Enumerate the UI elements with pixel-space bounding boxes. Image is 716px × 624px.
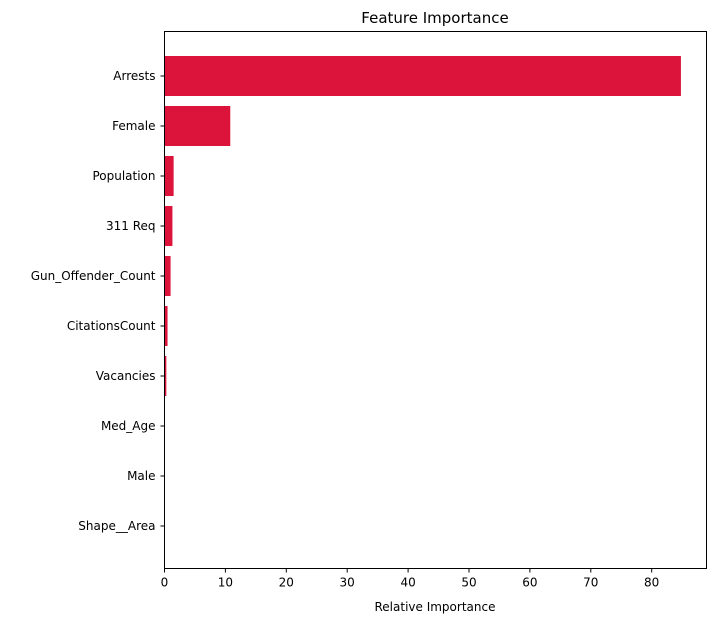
x-tick-label: 60 bbox=[522, 576, 537, 590]
y-tick-label: Med_Age bbox=[101, 419, 156, 433]
plot-frame bbox=[164, 31, 707, 569]
y-tick-label: Vacancies bbox=[96, 369, 156, 383]
bar-female bbox=[164, 106, 231, 146]
y-tick-label: Arrests bbox=[113, 69, 155, 83]
y-tick-label: 311 Req bbox=[106, 219, 156, 233]
x-tick-label: 10 bbox=[218, 576, 233, 590]
bar-population bbox=[164, 156, 174, 196]
y-tick-label: Male bbox=[127, 469, 155, 483]
x-tick-label: 0 bbox=[161, 576, 169, 590]
x-ticks: 0 10 20 30 40 50 60 70 80 bbox=[161, 568, 659, 590]
chart-title: Feature Importance bbox=[361, 9, 508, 27]
bars-layer bbox=[164, 56, 681, 546]
bar-311-req bbox=[164, 206, 173, 246]
x-tick-label: 50 bbox=[461, 576, 476, 590]
x-tick-label: 20 bbox=[279, 576, 294, 590]
bar-gun-offender-count bbox=[164, 256, 171, 296]
y-tick-label: Population bbox=[92, 169, 155, 183]
bar-arrests bbox=[164, 56, 681, 96]
bar-citationscount bbox=[164, 306, 168, 346]
y-tick-label: Female bbox=[112, 119, 155, 133]
y-tick-label: Shape__Area bbox=[78, 519, 155, 533]
y-tick-label: CitationsCount bbox=[67, 319, 156, 333]
bar-vacancies bbox=[164, 356, 167, 396]
x-tick-label: 40 bbox=[400, 576, 415, 590]
y-tick-label: Gun_Offender_Count bbox=[31, 269, 156, 283]
y-ticks: Arrests Female Population 311 Req Gun_Offend… bbox=[31, 69, 165, 533]
x-tick-label: 30 bbox=[340, 576, 355, 590]
x-axis-title: Relative Importance bbox=[375, 600, 496, 614]
x-tick-label: 70 bbox=[583, 576, 598, 590]
x-tick-label: 80 bbox=[644, 576, 659, 590]
